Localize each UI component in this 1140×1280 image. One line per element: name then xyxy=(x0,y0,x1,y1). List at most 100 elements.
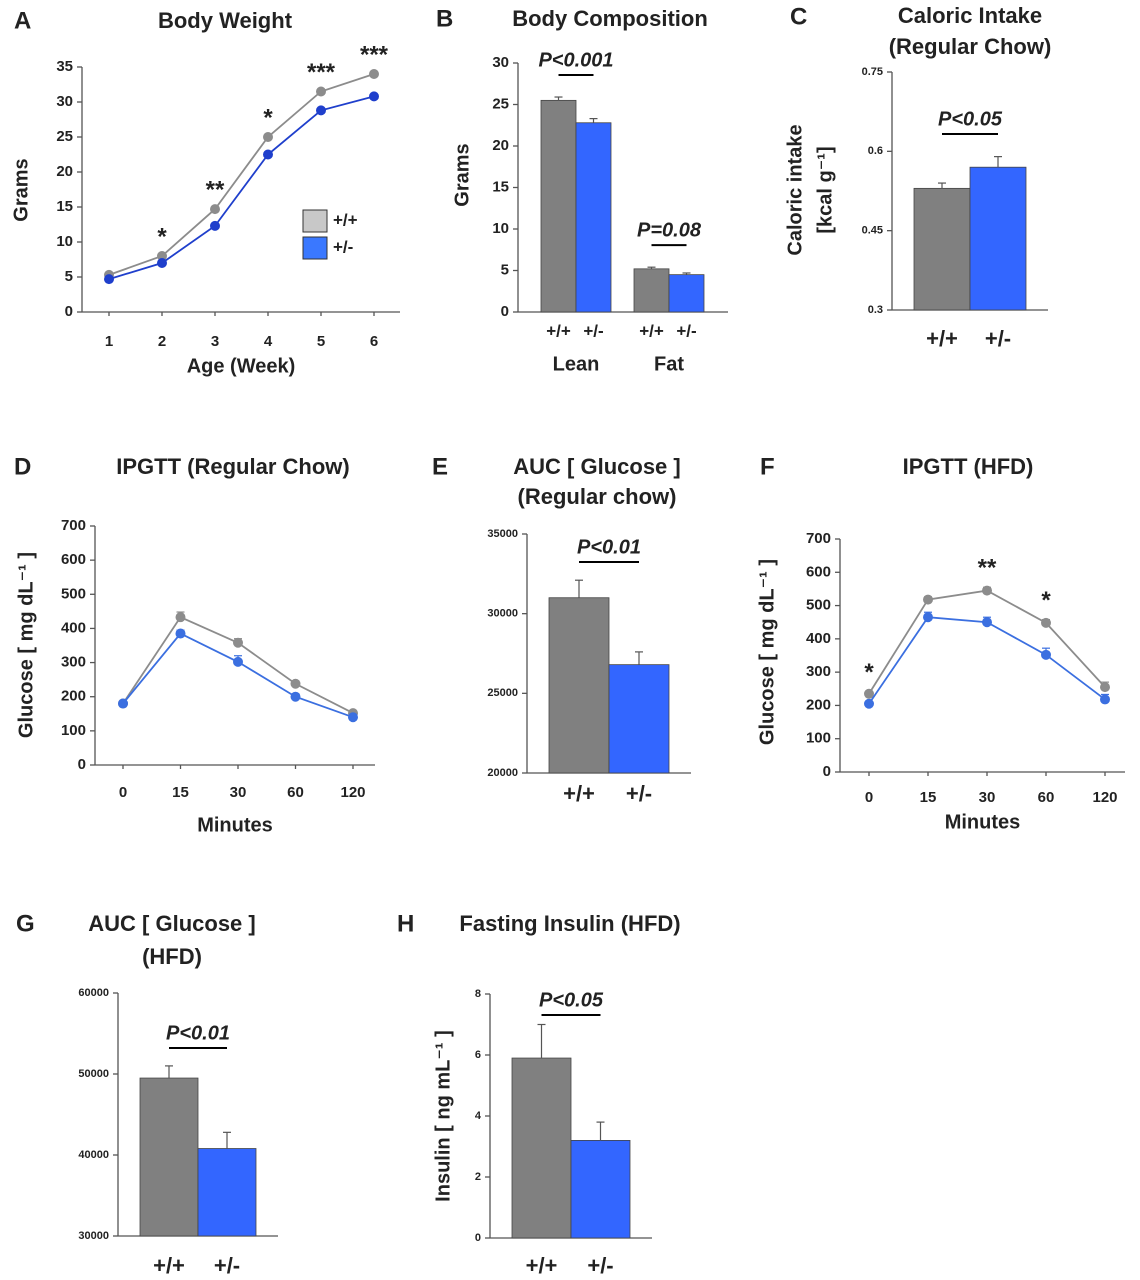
data-point xyxy=(233,656,243,667)
x-axis-label: Minutes xyxy=(945,811,1021,833)
chart-title: AUC [ Glucose ] xyxy=(88,911,255,936)
bar xyxy=(668,274,705,313)
chart-title: Body Weight xyxy=(158,8,293,33)
y-tick-label: 600 xyxy=(61,551,86,568)
x-tick-label: 0 xyxy=(119,784,127,801)
y-tick-label: 400 xyxy=(806,630,831,647)
legend-swatch xyxy=(302,209,328,233)
data-point xyxy=(1041,617,1051,628)
significance-label: *** xyxy=(307,59,336,86)
panel-letter: C xyxy=(790,3,807,30)
y-tick-label: 200 xyxy=(61,688,86,705)
data-point xyxy=(982,617,992,628)
y-tick-label: 0 xyxy=(65,303,73,320)
x-tick-label: 15 xyxy=(172,784,189,801)
y-tick-label: 0 xyxy=(78,756,86,773)
bar xyxy=(139,1077,199,1237)
p-value: P<0.05 xyxy=(938,108,1003,130)
bar xyxy=(570,1140,631,1239)
y-tick-label: 700 xyxy=(61,517,86,534)
data-point xyxy=(157,258,167,268)
y-tick-label: 500 xyxy=(806,597,831,614)
y-tick-label: 20000 xyxy=(487,767,518,779)
significance-label: *** xyxy=(360,41,389,68)
y-axis-label: Grams xyxy=(451,143,473,206)
x-axis-label: Age (Week) xyxy=(187,355,296,377)
x-tick-label: 15 xyxy=(920,789,937,806)
data-point xyxy=(233,637,243,648)
y-tick-label: 25 xyxy=(492,95,509,112)
y-axis-label: Glucose [ mg dL⁻¹ ] xyxy=(15,552,37,738)
y-tick-label: 25000 xyxy=(487,687,518,699)
y-tick-label: 700 xyxy=(806,530,831,547)
p-value: P=0.08 xyxy=(637,219,702,241)
y-tick-label: 20 xyxy=(492,137,509,154)
x-tick-label: +/+ xyxy=(563,781,595,806)
data-point xyxy=(982,585,992,596)
y-tick-label: 35 xyxy=(56,58,73,75)
y-tick-label: 0.6 xyxy=(868,145,883,157)
x-tick-label: +/- xyxy=(626,781,652,806)
y-tick-label: 4 xyxy=(475,1110,482,1122)
y-tick-label: 600 xyxy=(806,563,831,580)
y-tick-label: 300 xyxy=(61,654,86,671)
panel-letter: A xyxy=(14,7,31,34)
x-tick-label: 120 xyxy=(340,784,365,801)
y-tick-label: 0.75 xyxy=(862,66,883,78)
x-tick-label: 2 xyxy=(158,333,166,350)
bar xyxy=(511,1057,572,1239)
data-point xyxy=(348,712,358,723)
y-tick-label: 30 xyxy=(492,54,509,71)
bar xyxy=(548,597,610,774)
y-tick-label: 15 xyxy=(492,178,509,195)
legend-label: +/+ xyxy=(333,210,358,229)
data-point xyxy=(1100,694,1110,705)
data-point xyxy=(369,69,379,79)
y-tick-label: 25 xyxy=(56,128,73,145)
legend-label: +/- xyxy=(333,237,353,256)
x-tick-label: 5 xyxy=(317,333,325,350)
chart-title: Body Composition xyxy=(512,6,708,31)
p-value: P<0.01 xyxy=(166,1022,230,1044)
y-tick-label: 50000 xyxy=(78,1068,109,1080)
panel-letter: D xyxy=(14,453,31,480)
data-point xyxy=(923,612,933,623)
panel-letter: E xyxy=(432,453,448,480)
y-tick-label: 20 xyxy=(56,163,73,180)
bar xyxy=(969,166,1027,311)
y-tick-label: 10 xyxy=(492,220,509,237)
y-tick-label: 30000 xyxy=(487,608,518,620)
y-tick-label: 500 xyxy=(61,585,86,602)
legend-swatch xyxy=(302,236,328,260)
bar xyxy=(913,187,971,311)
y-axis-label: Insulin [ ng mL⁻¹ ] xyxy=(432,1030,454,1202)
bar xyxy=(540,99,577,313)
data-point xyxy=(290,678,301,689)
panel-letter: G xyxy=(16,910,35,937)
chart-title: (HFD) xyxy=(142,944,202,969)
series-label: +/- xyxy=(676,321,696,340)
x-tick-label: 60 xyxy=(1038,789,1055,806)
p-value: P<0.05 xyxy=(539,989,604,1011)
p-value: P<0.01 xyxy=(577,536,641,558)
chart-title: IPGTT (Regular Chow) xyxy=(116,454,349,479)
y-tick-label: 6 xyxy=(475,1049,481,1061)
bar xyxy=(608,664,670,774)
data-point xyxy=(316,86,326,97)
series-line xyxy=(108,73,375,276)
y-tick-label: 0.45 xyxy=(862,225,883,237)
data-point xyxy=(923,594,933,605)
x-tick-label: +/+ xyxy=(153,1253,185,1278)
y-tick-label: 5 xyxy=(65,268,73,285)
chart-title: (Regular Chow) xyxy=(889,34,1052,59)
series-label: +/+ xyxy=(546,321,571,340)
significance-label: ** xyxy=(978,555,997,582)
chart-title: IPGTT (HFD) xyxy=(903,454,1034,479)
significance-label: * xyxy=(864,659,874,686)
data-point xyxy=(104,274,114,285)
significance-label: * xyxy=(1041,587,1051,614)
data-point xyxy=(210,220,220,231)
x-tick-label: +/+ xyxy=(526,1253,558,1278)
y-tick-label: 30 xyxy=(56,93,73,110)
